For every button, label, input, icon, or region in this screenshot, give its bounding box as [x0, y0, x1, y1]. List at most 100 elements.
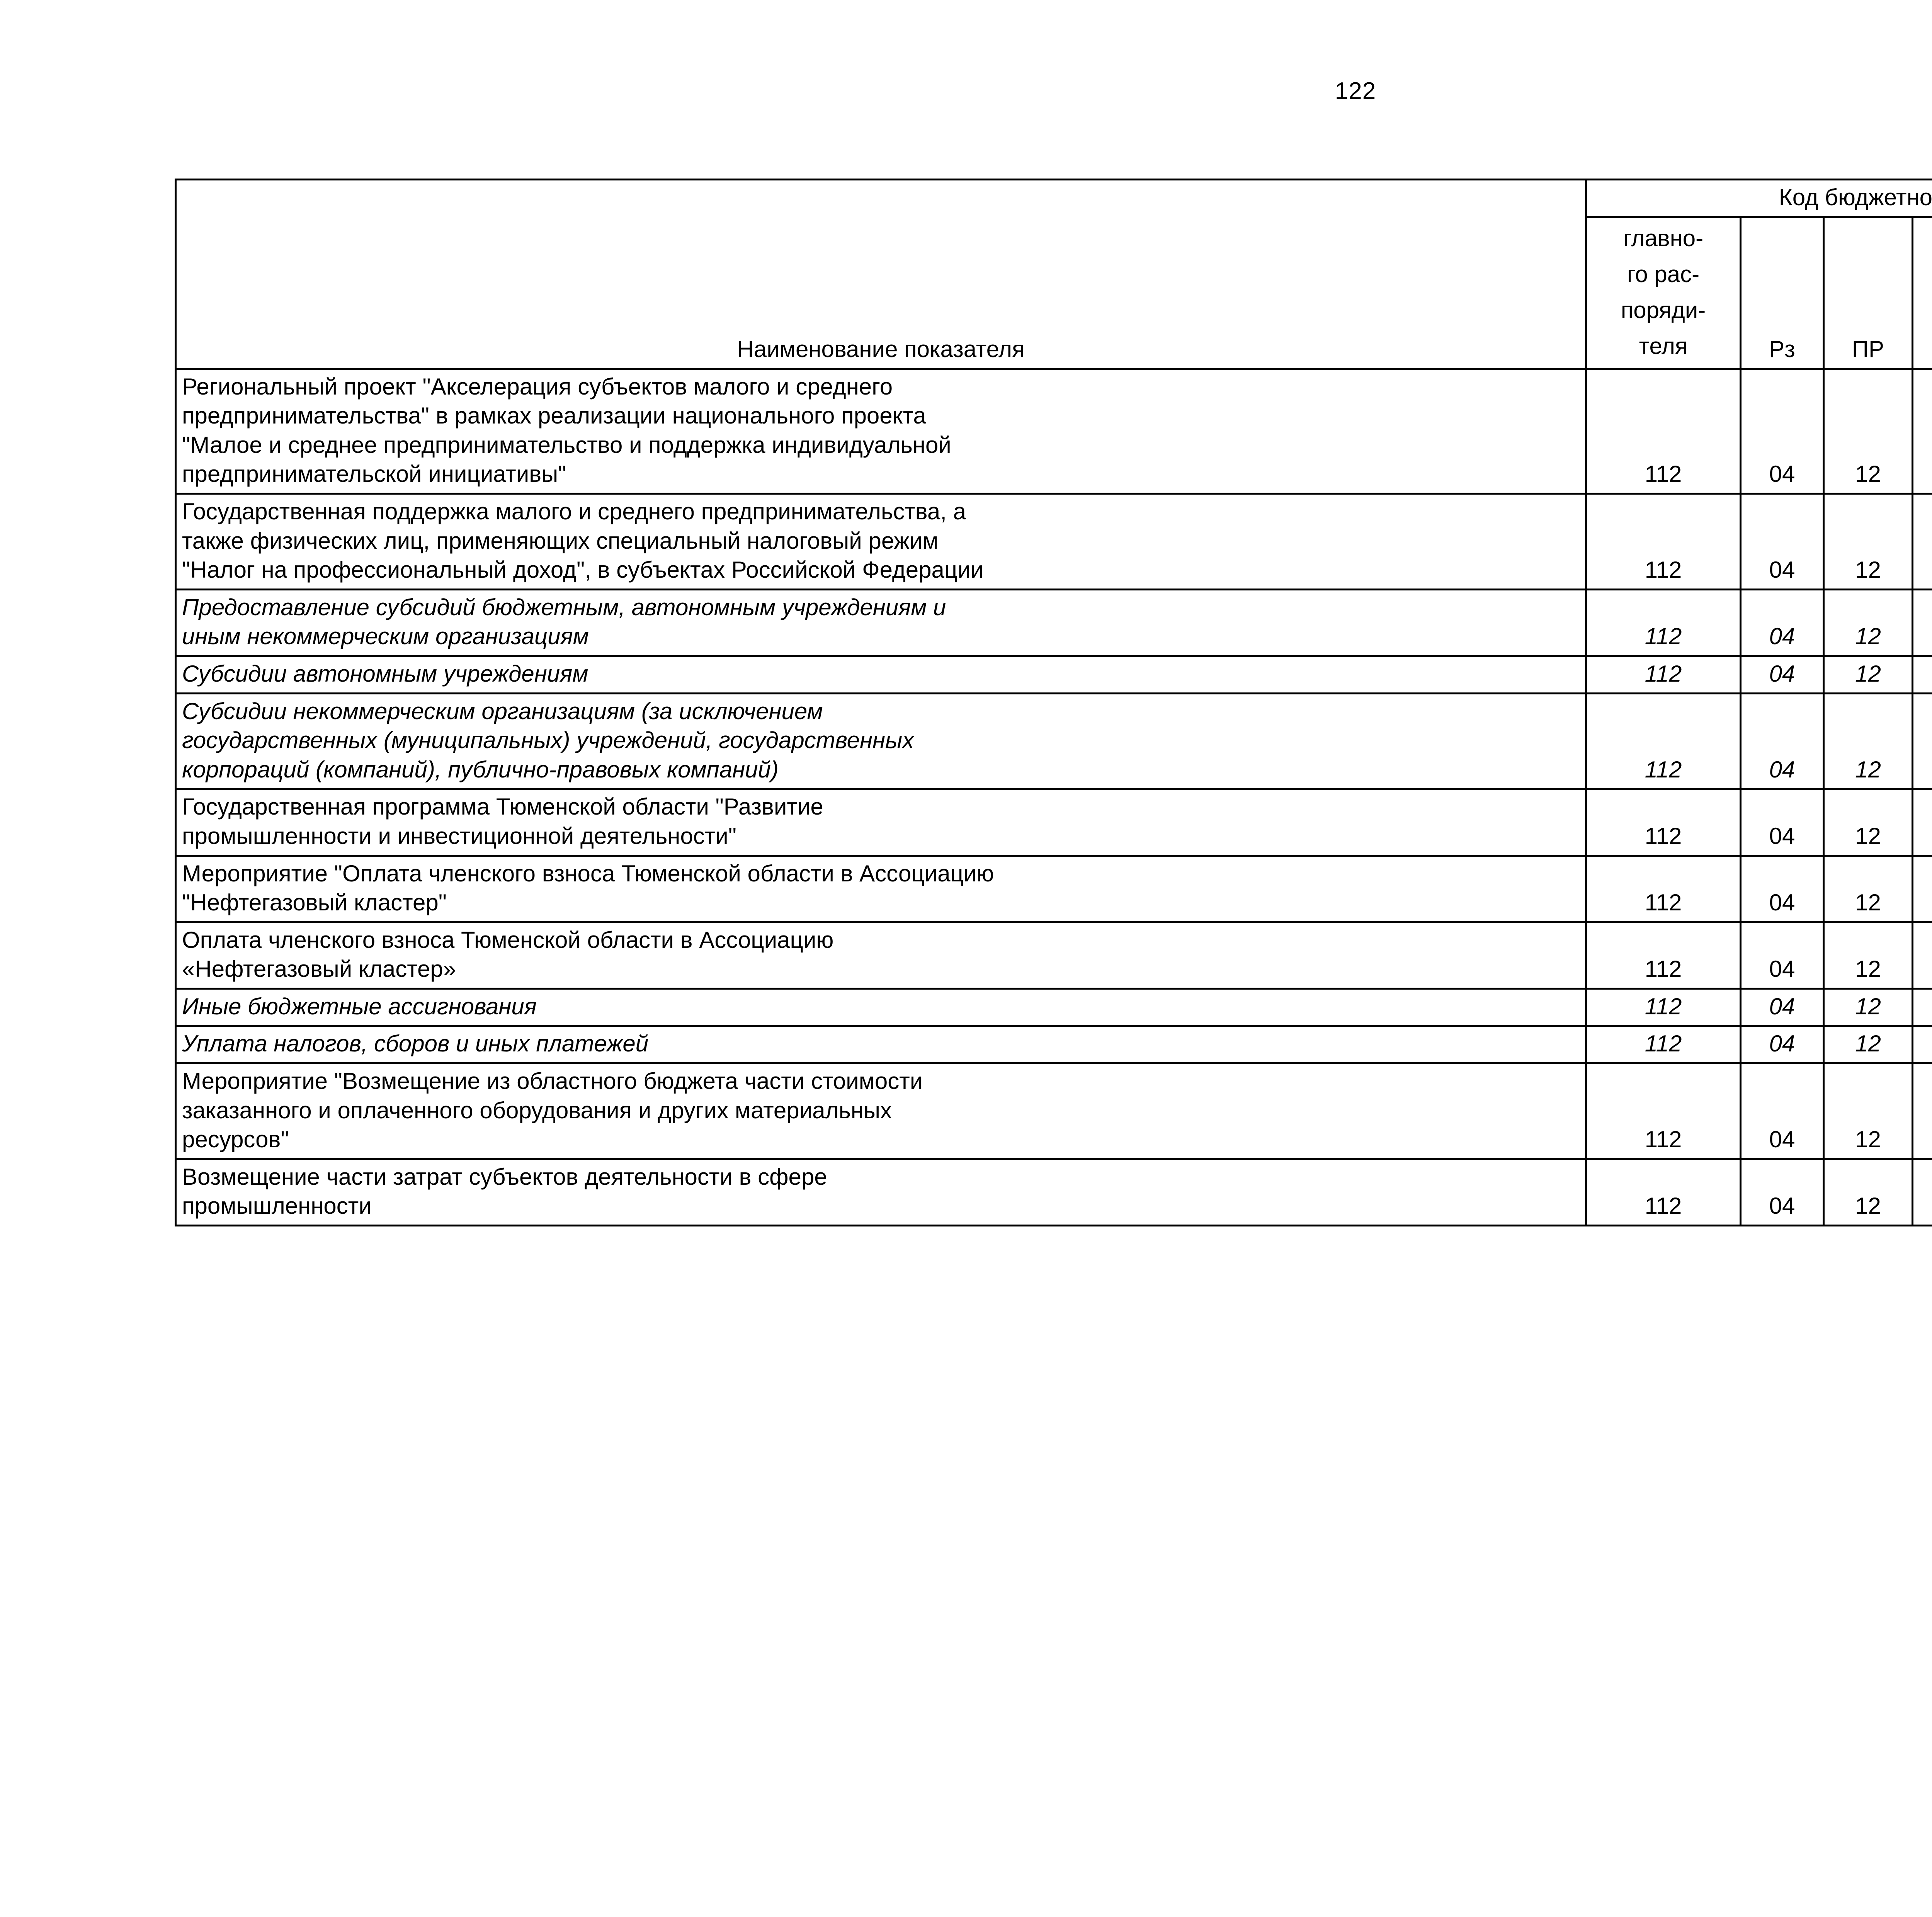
table-row: Субсидии автономным учреждениям 112041244… [175, 655, 1932, 694]
cell-chief-administrator: 112 [1585, 588, 1742, 657]
cell-csr: 440I555270 [1912, 655, 1932, 694]
indicator-name-line: Региональный проект "Акселерация субъект… [182, 373, 893, 400]
chief-admin-header-line: поряди- [1621, 297, 1706, 323]
cell-indicator-name: Уплата налогов, сборов и иных платежей [175, 1025, 1587, 1065]
indicator-name-line: Оплата членского взноса Тюменской област… [182, 927, 834, 953]
cell-pr: 12 [1823, 655, 1913, 694]
cell-rz: 04 [1740, 1158, 1825, 1227]
indicator-name-line: государственных (муниципальных) учрежден… [182, 727, 914, 754]
cell-chief-administrator: 112 [1585, 788, 1742, 857]
cell-csr: 6400117185 [1912, 1025, 1932, 1065]
cell-indicator-name: Государственная программа Тюменской обла… [175, 788, 1587, 857]
cell-rz: 04 [1740, 692, 1825, 790]
table-row: Иные бюджетные ассигнования 1120412640011… [175, 987, 1932, 1027]
cell-rz: 04 [1740, 367, 1825, 495]
chief-admin-header-line: теля [1639, 333, 1688, 359]
indicator-name-line: Мероприятие "Возмещение из областного бю… [182, 1068, 923, 1094]
table-row: Субсидии некоммерческим организациям (за… [175, 692, 1932, 790]
cell-indicator-name: Оплата членского взноса Тюменской област… [175, 921, 1587, 990]
cell-csr: 440I500000 [1912, 367, 1932, 495]
indicator-name-line: Предоставление субсидий бюджетным, автон… [182, 594, 946, 620]
cell-pr: 12 [1823, 692, 1913, 790]
cell-csr: 6400117185 [1912, 987, 1932, 1027]
cell-chief-administrator: 112 [1585, 854, 1742, 923]
cell-rz: 04 [1740, 492, 1825, 590]
indicator-name-line: Субсидии автономным учреждениям [182, 660, 588, 687]
cell-indicator-name: Государственная поддержка малого и средн… [175, 492, 1587, 590]
cell-chief-administrator: 112 [1585, 367, 1742, 495]
cell-rz: 04 [1740, 788, 1825, 857]
cell-csr: 6400100000 [1912, 854, 1932, 923]
cell-rz: 04 [1740, 987, 1825, 1027]
table-row: Предоставление субсидий бюджетным, автон… [175, 588, 1932, 657]
page-number: 122 [1335, 78, 1376, 104]
budget-table-container: Наименование показателя Код бюджетной кл… [175, 179, 1932, 1227]
cell-chief-administrator: 112 [1585, 1062, 1742, 1160]
column-header-chief-administrator: главно- го рас- поряди- теля [1585, 216, 1742, 370]
cell-indicator-name: Мероприятие "Возмещение из областного бю… [175, 1062, 1587, 1160]
indicator-name-line: корпораций (компаний), публично-правовых… [182, 756, 779, 782]
indicator-name-line: промышленности [182, 1193, 372, 1219]
cell-pr: 12 [1823, 492, 1913, 590]
indicator-name-line: Государственная программа Тюменской обла… [182, 794, 823, 820]
cell-rz: 04 [1740, 1062, 1825, 1160]
cell-pr: 12 [1823, 921, 1913, 990]
header-row-subcolumns: главно- го рас- поряди- теля Рз ПР ЦСР В… [176, 216, 1932, 370]
cell-csr: 6400000000 [1912, 788, 1932, 857]
cell-pr: 12 [1823, 854, 1913, 923]
indicator-name-line: Уплата налогов, сборов и иных платежей [182, 1031, 649, 1057]
table-row: Мероприятие "Возмещение из областного бю… [175, 1062, 1932, 1160]
cell-indicator-name: Возмещение части затрат субъектов деятел… [175, 1158, 1587, 1227]
cell-indicator-name: Субсидии некоммерческим организациям (за… [175, 692, 1587, 790]
cell-chief-administrator: 112 [1585, 921, 1742, 990]
cell-pr: 12 [1823, 1025, 1913, 1065]
indicator-name-line: заказанного и оплаченного оборудования и… [182, 1097, 892, 1123]
indicator-name-line: иным некоммерческим организациям [182, 623, 589, 650]
cell-chief-administrator: 112 [1585, 1025, 1742, 1065]
cell-pr: 12 [1823, 588, 1913, 657]
indicator-name-line: Государственная поддержка малого и средн… [182, 498, 966, 524]
cell-chief-administrator: 112 [1585, 492, 1742, 590]
cell-csr: 6400300000 [1912, 1062, 1932, 1160]
cell-rz: 04 [1740, 854, 1825, 923]
cell-indicator-name: Предоставление субсидий бюджетным, автон… [175, 588, 1587, 657]
column-header-rz: Рз [1740, 216, 1825, 370]
cell-pr: 12 [1823, 1158, 1913, 1227]
indicator-name-line: ресурсов" [182, 1126, 289, 1153]
cell-indicator-name: Иные бюджетные ассигнования [175, 987, 1587, 1027]
cell-rz: 04 [1740, 1025, 1825, 1065]
column-header-pr: ПР [1823, 216, 1913, 370]
header-row-group: Наименование показателя Код бюджетной кл… [175, 179, 1932, 370]
cell-csr: 6400317500 [1912, 1158, 1932, 1227]
cell-indicator-name: Региональный проект "Акселерация субъект… [175, 367, 1587, 495]
indicator-name-line: предпринимательской инициативы" [182, 461, 566, 487]
cell-chief-administrator: 112 [1585, 692, 1742, 790]
table-row: Государственная поддержка малого и средн… [175, 492, 1932, 590]
cell-chief-administrator: 112 [1585, 1158, 1742, 1227]
indicator-name-line: «Нефтегазовый кластер» [182, 956, 456, 982]
cell-indicator-name: Мероприятие "Оплата членского взноса Тюм… [175, 854, 1587, 923]
cell-rz: 04 [1740, 588, 1825, 657]
cell-csr: 440I555270 [1912, 588, 1932, 657]
cell-csr: 6400117185 [1912, 921, 1932, 990]
table-row: Региональный проект "Акселерация субъект… [175, 367, 1932, 495]
indicator-name-line: "Нефтегазовый кластер" [182, 890, 447, 916]
cell-chief-administrator: 112 [1585, 655, 1742, 694]
indicator-name-line: "Налог на профессиональный доход", в суб… [182, 557, 984, 583]
cell-pr: 12 [1823, 367, 1913, 495]
cell-pr: 12 [1823, 788, 1913, 857]
indicator-name-line: промышленности и инвестиционной деятельн… [182, 823, 737, 849]
cell-chief-administrator: 112 [1585, 987, 1742, 1027]
indicator-name-line: "Малое и среднее предпринимательство и п… [182, 432, 951, 458]
indicator-name-line: Мероприятие "Оплата членского взноса Тюм… [182, 860, 994, 886]
cell-pr: 12 [1823, 1062, 1913, 1160]
table-row: Возмещение части затрат субъектов деятел… [175, 1158, 1932, 1227]
table-row: Мероприятие "Оплата членского взноса Тюм… [175, 854, 1932, 923]
chief-admin-header-line: главно- [1623, 225, 1704, 251]
budget-table: Наименование показателя Код бюджетной кл… [175, 179, 1932, 1227]
column-header-indicator-name: Наименование показателя [175, 179, 1587, 370]
column-header-budget-classification-code: Код бюджетной классификации [1585, 179, 1932, 218]
cell-pr: 12 [1823, 987, 1913, 1027]
table-row: Государственная программа Тюменской обла… [175, 788, 1932, 857]
chief-admin-header-line: го рас- [1627, 261, 1700, 287]
